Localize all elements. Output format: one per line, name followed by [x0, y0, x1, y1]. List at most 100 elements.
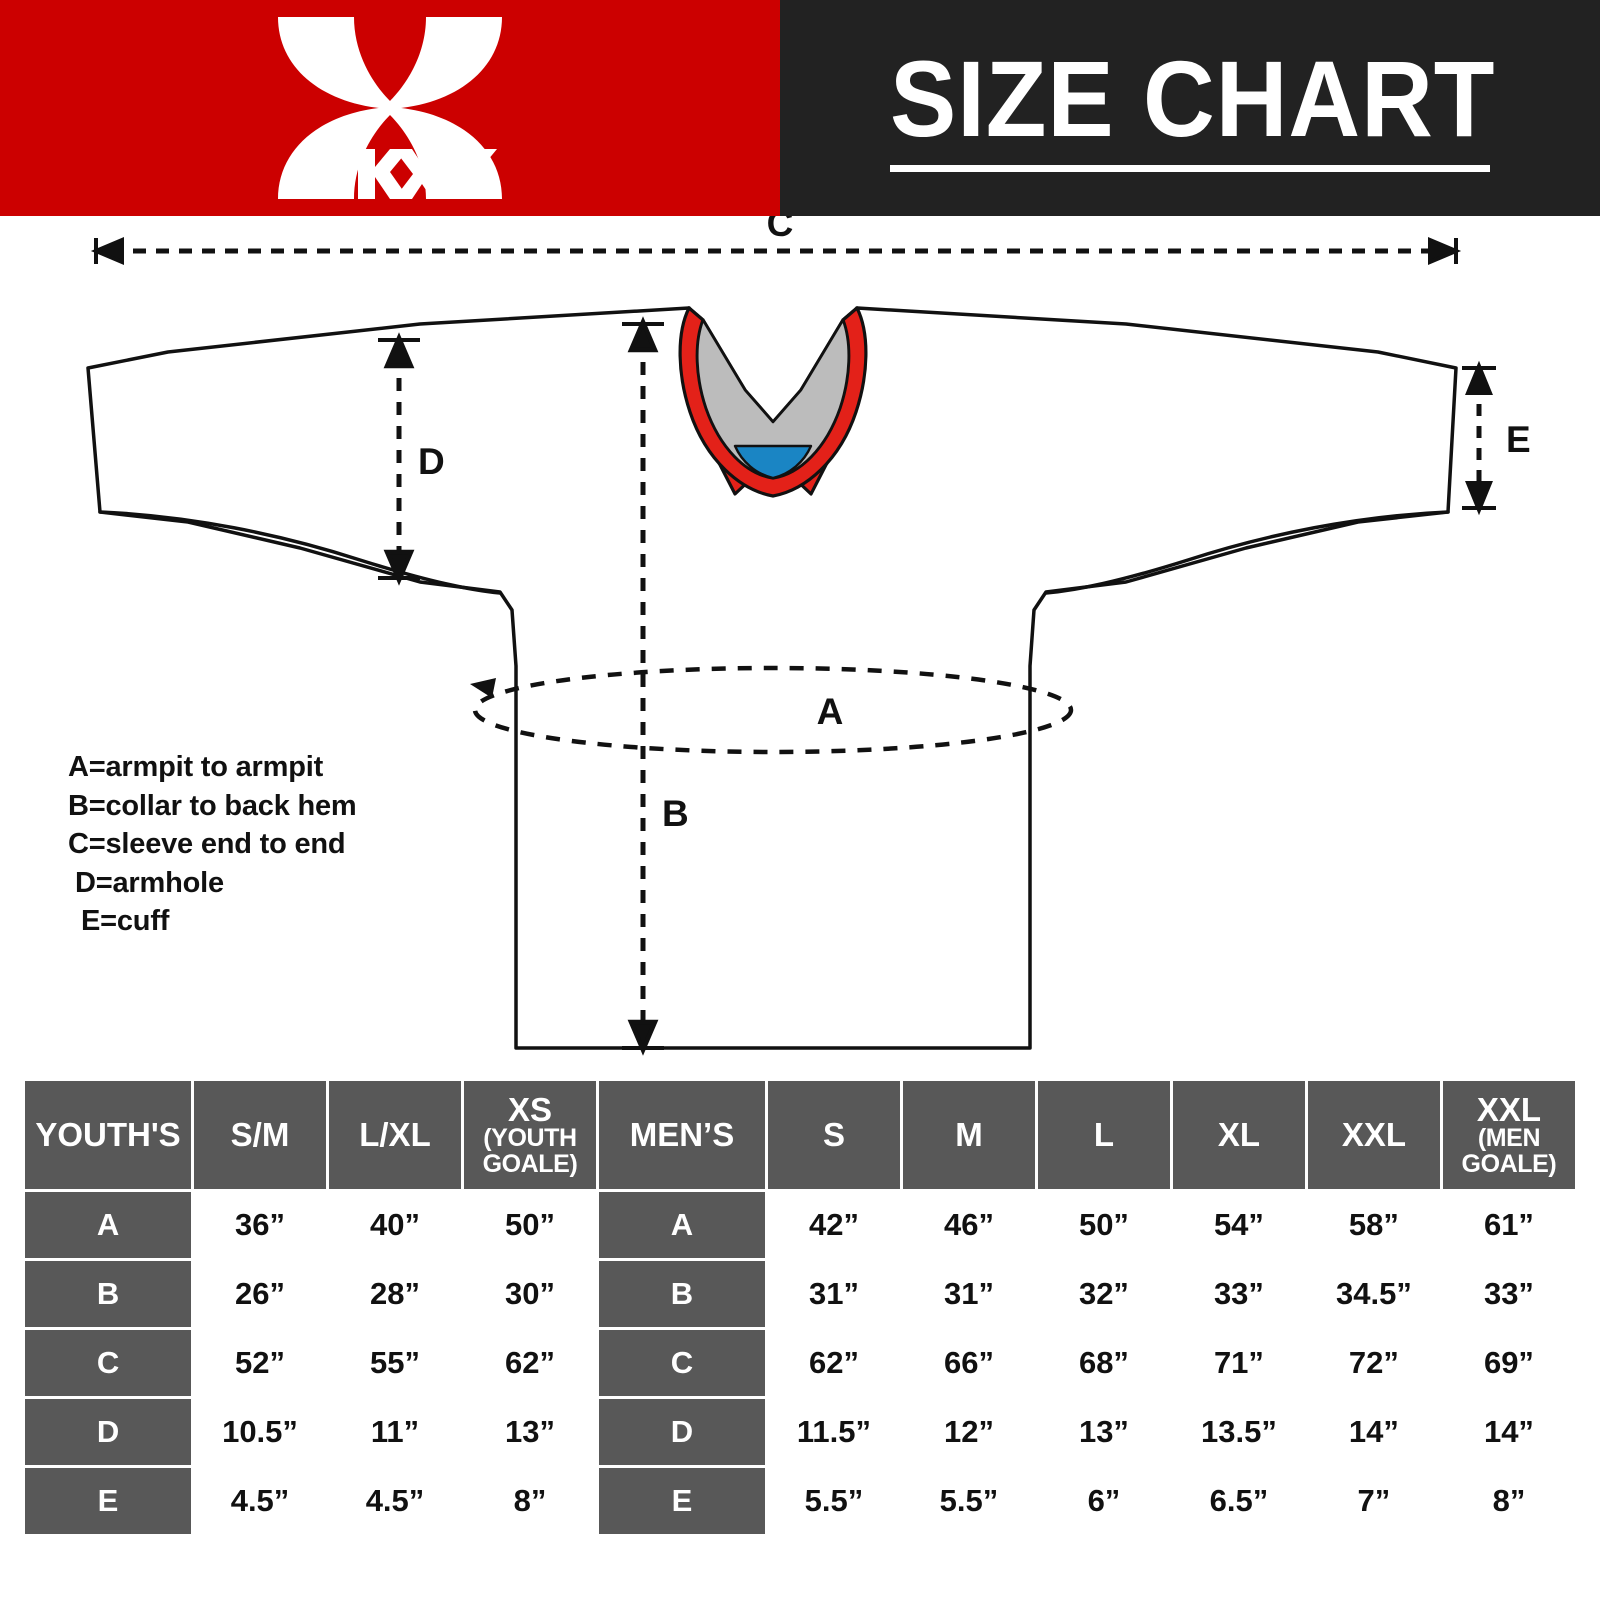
dimension-a — [472, 665, 1074, 755]
header-bar: SIZE CHART — [0, 0, 1600, 216]
header-mens-col-4-label: XXL — [1341, 1116, 1406, 1154]
dimension-label-d: D — [418, 441, 445, 482]
cell-youth-a-0: 36” — [194, 1192, 326, 1258]
dimension-c — [90, 236, 1462, 266]
header-youth-col-0: S/M — [194, 1081, 326, 1189]
measurement-legend: A=armpit to armpit B=collar to back hem … — [68, 748, 488, 941]
cell-mens-d-4: 14” — [1307, 1399, 1440, 1465]
cell-mens-d-1: 12” — [902, 1399, 1035, 1465]
cell-mens-e-4: 7” — [1307, 1468, 1440, 1534]
cell-mens-e-5: 8” — [1442, 1468, 1575, 1534]
row-key-youth-e: E — [25, 1468, 192, 1534]
cell-mens-a-1: 46” — [902, 1192, 1035, 1258]
cell-mens-a-5: 61” — [1442, 1192, 1575, 1258]
header-mens-col-2: L — [1037, 1081, 1170, 1189]
header-youth-col-2-label: XS — [507, 1090, 552, 1128]
header-mens-col-4: XXL — [1307, 1081, 1440, 1189]
cell-youth-d-0: 10.5” — [194, 1399, 326, 1465]
cell-mens-b-2: 32” — [1037, 1261, 1170, 1327]
cell-youth-d-1: 11” — [329, 1399, 461, 1465]
header-mens-col-1: M — [902, 1081, 1035, 1189]
cell-mens-d-0: 11.5” — [767, 1399, 900, 1465]
cell-mens-d-2: 13” — [1037, 1399, 1170, 1465]
cell-mens-c-5: 69” — [1442, 1330, 1575, 1396]
cell-mens-a-3: 54” — [1172, 1192, 1305, 1258]
row-key-mens-a: A — [598, 1192, 765, 1258]
page-title: SIZE CHART — [890, 37, 1496, 159]
cell-mens-b-5: 33” — [1442, 1261, 1575, 1327]
cell-mens-b-0: 31” — [767, 1261, 900, 1327]
header-youth-col-1-label: L/XL — [359, 1116, 431, 1154]
cell-mens-b-4: 34.5” — [1307, 1261, 1440, 1327]
legend-line-d: D=armhole — [75, 866, 224, 899]
header-mens-col-5-label: XXL — [1476, 1090, 1542, 1128]
header-mens-col-1-label: M — [955, 1116, 983, 1154]
table-row: B 26” 28” 30” B 31” 31” 32” 33” 34.5” 33… — [25, 1261, 1575, 1327]
cell-mens-e-0: 5.5” — [767, 1468, 900, 1534]
cell-mens-d-3: 13.5” — [1172, 1399, 1305, 1465]
legend-line-e: E=cuff — [81, 905, 170, 938]
brand-panel — [0, 0, 780, 216]
cell-youth-a-2: 50” — [463, 1192, 596, 1258]
cell-mens-b-1: 31” — [902, 1261, 1035, 1327]
header-mens-col-5: XXL (MEN GOALE) — [1442, 1081, 1575, 1189]
cell-mens-c-0: 62” — [767, 1330, 900, 1396]
kxk-logo-icon — [278, 17, 502, 199]
row-key-youth-a: A — [25, 1192, 192, 1258]
cell-youth-c-1: 55” — [329, 1330, 461, 1396]
header-youth-col-1: L/XL — [329, 1081, 461, 1189]
cell-mens-c-1: 66” — [902, 1330, 1035, 1396]
cell-youth-d-2: 13” — [463, 1399, 596, 1465]
table-row: E 4.5” 4.5” 8” E 5.5” 5.5” 6” 6.5” 7” 8” — [25, 1468, 1575, 1534]
cell-youth-e-1: 4.5” — [329, 1468, 461, 1534]
dimension-a-arrow — [470, 678, 496, 698]
header-mens-col-0: S — [767, 1081, 900, 1189]
table-row: D 10.5” 11” 13” D 11.5” 12” 13” 13.5” 14… — [25, 1399, 1575, 1465]
jersey-diagram: C D E — [0, 216, 1600, 1066]
header-youth-col-2-sub: (YOUTH GOALE) — [482, 1124, 578, 1178]
row-key-mens-c: C — [598, 1330, 765, 1396]
dimension-d — [378, 332, 420, 586]
cell-mens-c-4: 72” — [1307, 1330, 1440, 1396]
legend-line-b: B=collar to back hem — [68, 789, 357, 822]
cell-mens-e-2: 6” — [1037, 1468, 1170, 1534]
header-mens: MEN’S — [598, 1081, 765, 1189]
table-row: A 36” 40” 50” A 42” 46” 50” 54” 58” 61” — [25, 1192, 1575, 1258]
dimension-label-c: C — [767, 216, 794, 244]
row-key-youth-b: B — [25, 1261, 192, 1327]
header-mens-col-3-label: XL — [1217, 1116, 1261, 1154]
cell-mens-c-3: 71” — [1172, 1330, 1305, 1396]
row-key-mens-b: B — [598, 1261, 765, 1327]
legend-line-c: C=sleeve end to end — [68, 828, 346, 861]
table-header-row: YOUTH'S S/M L/XL XS (YOUTH GOALE) MEN’S … — [25, 1081, 1575, 1189]
row-key-mens-e: E — [598, 1468, 765, 1534]
cell-youth-c-0: 52” — [194, 1330, 326, 1396]
cell-mens-c-2: 68” — [1037, 1330, 1170, 1396]
cell-youth-e-0: 4.5” — [194, 1468, 326, 1534]
header-mens-col-3: XL — [1172, 1081, 1305, 1189]
row-key-mens-d: D — [598, 1399, 765, 1465]
legend-line-a: A=armpit to armpit — [68, 751, 324, 783]
cell-mens-e-3: 6.5” — [1172, 1468, 1305, 1534]
cell-mens-a-4: 58” — [1307, 1192, 1440, 1258]
cell-youth-a-1: 40” — [329, 1192, 461, 1258]
header-youth: YOUTH'S — [25, 1081, 192, 1189]
cell-youth-e-2: 8” — [463, 1468, 596, 1534]
cell-mens-a-0: 42” — [767, 1192, 900, 1258]
header-youth-col-2: XS (YOUTH GOALE) — [463, 1081, 596, 1189]
row-key-youth-d: D — [25, 1399, 192, 1465]
collar — [678, 306, 868, 498]
jersey-outline — [86, 306, 1458, 1050]
header-mens-col-0-label: S — [822, 1116, 845, 1154]
row-key-youth-c: C — [25, 1330, 192, 1396]
dimension-e — [1462, 360, 1496, 516]
cell-mens-e-1: 5.5” — [902, 1468, 1035, 1534]
cell-mens-d-5: 14” — [1442, 1399, 1575, 1465]
title-underline — [890, 164, 1490, 172]
table-row: C 52” 55” 62” C 62” 66” 68” 71” 72” 69” — [25, 1330, 1575, 1396]
cell-youth-c-2: 62” — [463, 1330, 596, 1396]
cell-youth-b-1: 28” — [329, 1261, 461, 1327]
dimension-label-a: A — [817, 691, 844, 732]
size-table: YOUTH'S S/M L/XL XS (YOUTH GOALE) MEN’S … — [22, 1078, 1578, 1537]
